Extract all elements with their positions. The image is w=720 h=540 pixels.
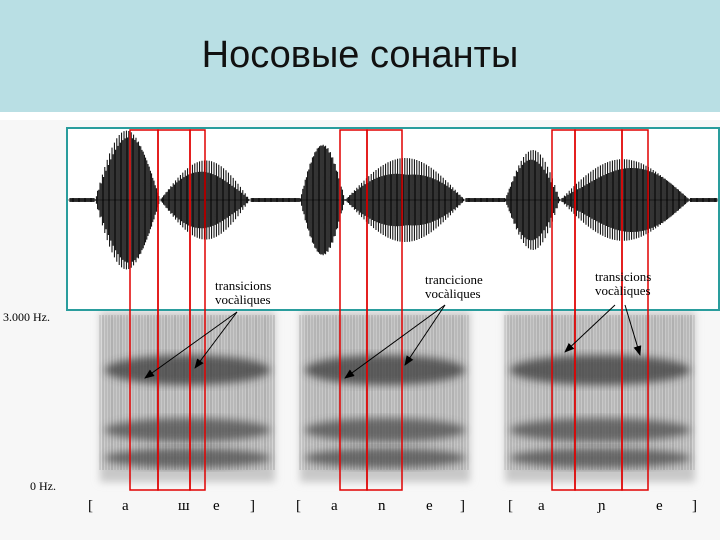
annotation: vocàliques (215, 292, 271, 307)
formant (510, 418, 690, 442)
arrow (564, 304, 616, 353)
phonetic-symbol: ] (460, 498, 465, 514)
formant (105, 448, 270, 468)
arrow (194, 311, 238, 369)
annotation: transicions (215, 278, 271, 293)
phonetic-symbol: ] (250, 498, 255, 514)
formant (510, 448, 690, 468)
title-bar: Носовые сонанты (0, 0, 720, 112)
annotation: trancicione (425, 272, 483, 287)
phonetic-symbol: ] (692, 498, 697, 514)
phonetic-symbol: [ (508, 498, 513, 514)
phonetic-symbol: e (213, 498, 220, 514)
formant (105, 418, 270, 442)
annotation: vocàliques (425, 286, 481, 301)
phonetic-symbol: n (378, 498, 386, 514)
phonetic-symbol: a (331, 498, 338, 514)
phonetic-symbol: e (656, 498, 663, 514)
segment-box (621, 129, 649, 491)
segment-box (366, 129, 403, 491)
annotation: transicions (595, 269, 651, 284)
annotations: transicionsvocàliquestrancicionevocàliqu… (215, 269, 651, 307)
phonetic-symbol: [ (296, 498, 301, 514)
segment-boxes (129, 129, 649, 491)
phonetic-symbol: [ (88, 498, 93, 514)
formant (305, 448, 465, 468)
phonetic-symbol: a (122, 498, 129, 514)
formant (510, 355, 690, 385)
arrow (404, 304, 446, 366)
axis-label: 0 Hz. (30, 479, 56, 493)
arrow (344, 304, 446, 379)
phonetic-symbol: ɲ (597, 498, 606, 514)
transcriptions: [ a ш e] [ a n e] [ a ɲ e] (88, 498, 697, 514)
phonetic-symbol: ш (178, 498, 190, 514)
formant (305, 418, 465, 442)
formant (305, 355, 465, 385)
waveform (68, 130, 718, 270)
slide-title: Носовые сонанты (201, 34, 519, 76)
phonetic-symbol: e (426, 498, 433, 514)
spectrogram (99, 312, 695, 482)
segment-box (189, 129, 206, 491)
axis-label: 3.000 Hz. (3, 310, 50, 324)
arrows (144, 304, 642, 379)
arrow (144, 311, 238, 379)
annotation: vocàliques (595, 283, 651, 298)
phonetic-symbol: a (538, 498, 545, 514)
arrow (624, 304, 642, 356)
